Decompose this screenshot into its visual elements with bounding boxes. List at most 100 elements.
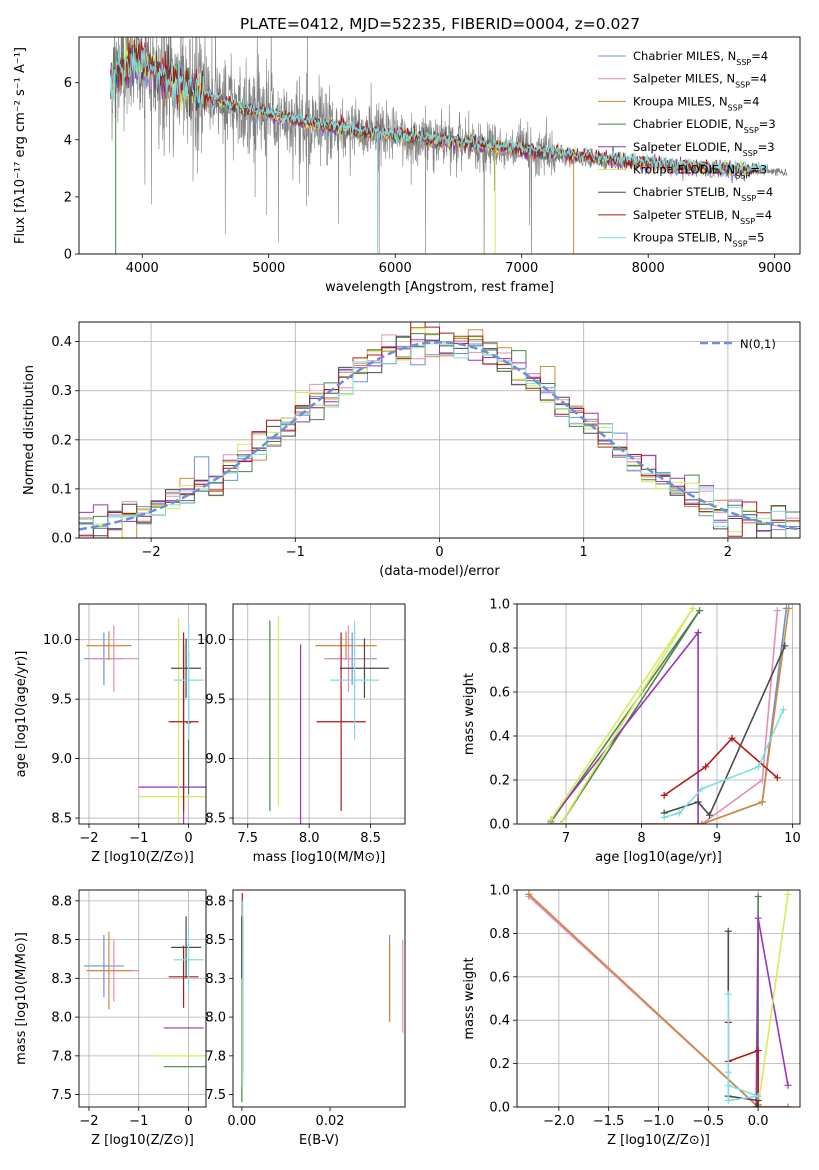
legend-label: Salpeter ELODIE, NSSP=3	[633, 140, 775, 158]
mass_vs_Z-points	[83, 916, 206, 1068]
spectrum-models	[110, 37, 768, 254]
weight_vs_Z-xtick-label: 0.0	[748, 1114, 769, 1129]
mass_vs_Z-ytick-label: 8.5	[51, 933, 72, 948]
weight_vs_age-ytick-label: 1.0	[489, 598, 510, 613]
weight_vs_age-ytick-label: 0.8	[489, 642, 510, 657]
weight_vs_age-xtick-label: 7	[562, 831, 570, 846]
weight_vs_Z-xtick-label: −1.0	[643, 1114, 675, 1129]
residuals-xtick-label: −1	[286, 545, 305, 560]
age_vs_Z-panel: −2 −1 0 8.5 9.0 9.5 10.0 Z [log10(Z/Z⊙)] age [lo…	[14, 603, 207, 865]
mass_vs_ebv-points	[241, 893, 404, 1103]
mass_vs_Z-xlabel: Z [log10(Z/Z⊙)]	[91, 1133, 194, 1148]
weight-marker	[698, 785, 706, 793]
residual-histogram	[79, 336, 800, 531]
legend-label: Kroupa STELIB, NSSP=5	[633, 231, 764, 249]
weight_vs_Z-panel: −2.0 −1.5 −1.0 −0.5 0.0 0.0 0.2 0.4 0.6 0.8 1.0 Z […	[462, 884, 801, 1148]
spectrum-frame	[78, 36, 801, 255]
residuals-xtick-label: 0	[435, 545, 443, 560]
mass_vs_Z-xtick-label: 0	[184, 1114, 192, 1129]
spectrum-legend: Chabrier MILES, NSSP=4 Salpeter MILES, NS…	[598, 49, 776, 248]
spectrum-ytick-label: 4	[64, 133, 72, 148]
mass_vs_ebv-ytick-label: 8.0	[205, 1011, 226, 1026]
age_vs_mass-ytick-label: 9.5	[205, 693, 226, 708]
spectrum-xtick-label: 8000	[632, 261, 665, 276]
weight_vs_age-panel: 7 8 9 10 0.0 0.2 0.4 0.6 0.8 1.0 age [log10(age/yr…	[462, 598, 801, 866]
weight_vs_Z-ytick-label: 0.6	[489, 970, 510, 985]
weight_vs_age-ytick-label: 0.6	[489, 686, 510, 701]
weight-marker	[754, 1047, 762, 1055]
spectrum-ytick-label: 6	[64, 76, 72, 91]
weight_vs_Z-ytick-label: 0.2	[489, 1057, 510, 1072]
weight-marker	[773, 774, 781, 782]
weight-marker	[525, 890, 533, 898]
age_vs_mass-xtick-label: 7.5	[237, 831, 258, 846]
mass_vs_Z-ytick-label: 8.8	[51, 894, 72, 909]
weight_vs_age-ytick-label: 0.2	[489, 774, 510, 789]
spectrum-xlabel: wavelength [Angstrom, rest frame]	[325, 280, 554, 295]
weight-line	[663, 709, 785, 819]
spectrum-xtick-label: 7000	[505, 261, 538, 276]
weight-marker	[696, 607, 704, 615]
age_vs_Z-ytick-label: 9.5	[51, 693, 72, 708]
spectrum-xtick-label: 4000	[126, 261, 159, 276]
residuals-panel: −2 −1 0 1 2 0.0 0.1 0.2 0.3 0.4 (data-model)/error…	[22, 321, 801, 579]
age_vs_mass-panel: 7.5 8.0 8.5 8.5 9.0 9.5 10.0 mass [log10(M/M⊙)]	[197, 603, 406, 865]
age_vs_mass-ytick-label: 10.0	[197, 633, 226, 648]
weight-line	[663, 737, 778, 797]
residuals-ytick-label: 0.3	[51, 384, 72, 399]
age_vs_Z-xtick-label: 0	[184, 831, 192, 846]
weight_vs_age-ylabel: mass weight	[462, 673, 477, 755]
weight-marker	[785, 604, 793, 612]
mass_vs_Z-panel: −2 −1 0 7.5 7.8 8.0 8.3 8.5 8.8 Z [log10(Z/Z⊙)] ma…	[14, 889, 207, 1148]
weight_vs_Z-lines	[525, 890, 792, 1107]
age_vs_Z-ytick-label: 9.0	[51, 752, 72, 767]
weight_vs_Z-ytick-label: 0.0	[489, 1101, 510, 1116]
age_vs_Z-xtick-label: −2	[79, 831, 98, 846]
spectrum-xtick-label: 9000	[758, 261, 791, 276]
normal-curve	[79, 340, 798, 531]
residual-histogram	[79, 333, 800, 538]
weight-marker	[784, 1103, 792, 1107]
weight-marker	[724, 1096, 732, 1104]
legend-label: Salpeter MILES, NSSP=4	[633, 72, 767, 90]
spectrum-ytick-label: 2	[64, 190, 72, 205]
mass_vs_Z-ytick-label: 8.0	[51, 1011, 72, 1026]
residual-histogram	[79, 322, 800, 538]
residual-histogram	[79, 343, 800, 538]
legend-label: Kroupa ELODIE, NSSP=3	[633, 163, 767, 181]
weight_vs_age-frame	[516, 603, 801, 825]
spectrum-model-line	[110, 44, 768, 177]
weight_vs_age-xtick-label: 10	[784, 831, 801, 846]
residuals-ytick-label: 0.0	[51, 532, 72, 547]
residuals-frame	[78, 321, 801, 539]
mass_vs_ebv-ytick-label: 8.8	[205, 894, 226, 909]
residuals-xlabel: (data-model)/error	[379, 564, 500, 579]
mass_vs_Z-ytick-label: 8.3	[51, 972, 72, 987]
weight-line	[528, 895, 788, 1107]
weight_vs_Z-xlabel: Z [log10(Z/Z⊙)]	[607, 1133, 710, 1148]
weight_vs_age-xtick-label: 8	[637, 831, 645, 846]
weight-marker	[705, 811, 713, 819]
weight-marker	[728, 734, 736, 742]
weight_vs_age-xtick-label: 9	[713, 831, 721, 846]
spectrum-xtick-label: 5000	[252, 261, 285, 276]
weight_vs_Z-xtick-label: −0.5	[693, 1114, 725, 1129]
mass_vs_Z-xtick-label: −2	[79, 1114, 98, 1129]
mass_vs_ebv-ytick-label: 7.5	[205, 1088, 226, 1103]
weight-marker	[724, 927, 732, 935]
mass_vs_ebv-ytick-label: 8.5	[205, 933, 226, 948]
weight-marker	[754, 893, 762, 901]
residuals-legend-label: N(0,1)	[740, 337, 776, 351]
weight_vs_Z-xtick-label: −1.5	[593, 1114, 625, 1129]
mass_vs_ebv-xtick-label: 0.02	[316, 1114, 345, 1129]
weight-marker	[754, 1092, 762, 1100]
spectrum-ytick-label: 0	[64, 248, 72, 263]
age_vs_Z-xlabel: Z [log10(Z/Z⊙)]	[91, 850, 194, 865]
mass_vs_ebv-frame	[232, 889, 406, 1108]
residuals-ylabel: Normed distribution	[22, 365, 37, 495]
age_vs_mass-xtick-label: 8.0	[299, 831, 320, 846]
mass_vs_Z-ytick-label: 7.8	[51, 1049, 72, 1064]
age_vs_mass-xtick-label: 8.5	[360, 831, 381, 846]
weight-marker	[754, 914, 762, 922]
